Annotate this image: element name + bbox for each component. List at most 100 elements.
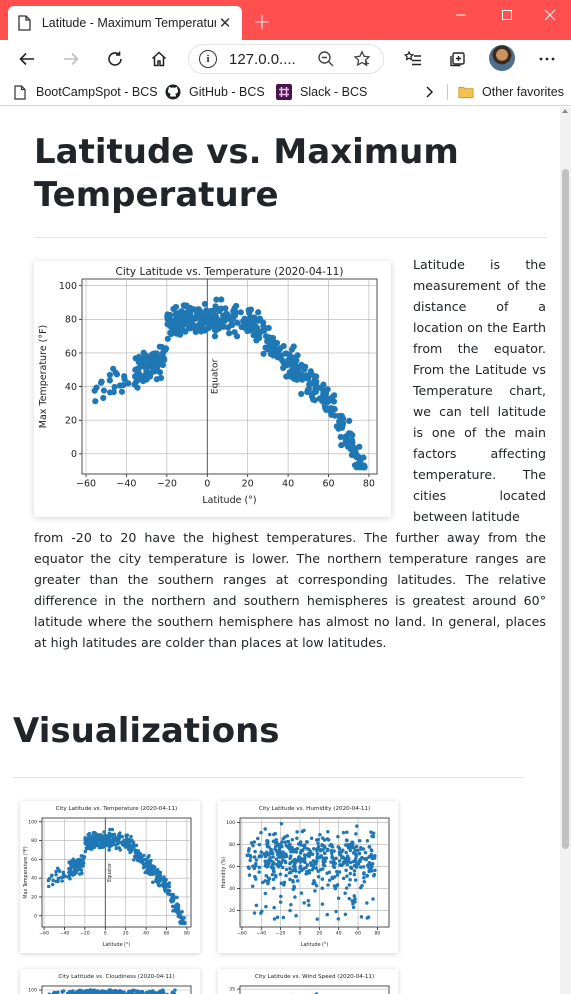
scatter-point — [371, 831, 376, 836]
scatter-point — [159, 361, 167, 369]
scroll-up-icon[interactable] — [562, 109, 568, 113]
scatter-point — [187, 310, 194, 317]
close-window-icon[interactable] — [527, 0, 571, 30]
y-tick-label: 100 — [226, 820, 235, 826]
scatter-point — [79, 868, 84, 872]
scatter-point — [268, 851, 273, 856]
scatter-point — [288, 846, 292, 850]
scatter-point — [338, 852, 342, 857]
scatter-point — [359, 847, 363, 851]
scatter-point — [92, 989, 97, 994]
zoom-out-icon[interactable] — [317, 50, 335, 72]
scatter-point — [298, 860, 303, 864]
scatter-point — [360, 883, 364, 888]
chart-title: City Latitude vs. Temperature (2020-04-1… — [116, 266, 344, 278]
y-axis-label: Humidity (%) — [221, 857, 227, 889]
scatter-point — [271, 866, 276, 871]
favorites-separator — [447, 84, 448, 100]
humidity-thumbnail[interactable]: City Latitude vs. Humidity (2020-04-11) −… — [218, 801, 398, 953]
browser-tab[interactable]: Latitude - Maximum Temperature ✕ — [8, 6, 242, 40]
forward-arrow-icon[interactable] — [56, 44, 86, 74]
profile-avatar[interactable] — [489, 45, 515, 71]
collections-icon[interactable] — [442, 44, 472, 74]
scatter-point — [314, 884, 319, 888]
scatter-point — [170, 895, 174, 900]
scatter-point — [294, 352, 301, 359]
scatter-point — [274, 874, 278, 879]
bookmark-slack[interactable]: Slack - BCS — [276, 82, 367, 102]
scatter-point — [193, 325, 201, 332]
scatter-point — [289, 903, 293, 907]
home-icon[interactable] — [144, 44, 174, 74]
scatter-point — [94, 835, 99, 840]
scatter-point — [298, 864, 303, 868]
scatter-point — [170, 892, 174, 897]
scatter-point — [265, 844, 270, 849]
scatter-point — [322, 838, 327, 842]
scatter-point — [319, 854, 323, 858]
scatter-point — [158, 874, 162, 878]
scatter-point — [320, 877, 325, 881]
scatter-point — [246, 309, 253, 317]
add-favorite-star-icon[interactable] — [353, 50, 371, 72]
y-tick-label: 20 — [229, 908, 235, 914]
scatter-point — [369, 849, 374, 853]
scrollbar-thumb[interactable] — [562, 169, 569, 849]
x-axis-label: Latitude (°) — [103, 942, 131, 948]
scatter-point — [56, 876, 61, 881]
site-info-icon[interactable]: i — [199, 50, 217, 68]
scatter-point — [310, 868, 315, 872]
scatter-point — [336, 412, 343, 420]
y-tick-label: 40 — [31, 876, 37, 882]
scatter-point — [259, 854, 264, 859]
scatter-point — [237, 309, 244, 316]
favorites-list-icon[interactable] — [398, 44, 428, 74]
scatter-point — [177, 912, 182, 916]
cloudiness-thumbnail[interactable]: City Latitude vs. Cloudiness (2020-04-11… — [20, 969, 200, 994]
scatter-point — [84, 836, 89, 840]
back-arrow-icon[interactable] — [12, 44, 42, 74]
scatter-point — [211, 333, 219, 340]
scatter-point — [182, 916, 186, 920]
scatter-point — [127, 839, 132, 843]
scatter-point — [293, 895, 297, 899]
close-tab-icon[interactable]: ✕ — [218, 14, 232, 32]
scatter-point — [311, 397, 318, 404]
wind-speed-thumbnail[interactable]: City Latitude vs. Wind Speed (2020-04-11… — [218, 969, 398, 994]
scatter-point — [248, 855, 253, 859]
chevron-right-icon[interactable] — [424, 82, 434, 102]
scatter-point — [369, 830, 373, 834]
scatter-point — [54, 869, 58, 874]
scatter-point — [158, 877, 162, 881]
scatter-point — [365, 901, 369, 905]
address-bar[interactable]: i 127.0.0.... — [188, 44, 384, 74]
scatter-point — [215, 317, 222, 324]
scatter-point — [111, 383, 118, 391]
refresh-icon[interactable] — [100, 44, 130, 74]
scatter-point — [307, 380, 314, 387]
scatter-point — [213, 296, 220, 303]
scatter-point — [291, 880, 295, 884]
wind-thumb-chart: City Latitude vs. Wind Speed (2020-04-11… — [229, 974, 390, 994]
minimize-icon[interactable] — [438, 0, 484, 30]
scatter-point — [135, 375, 142, 382]
temperature-thumbnail[interactable]: City Latitude vs. Temperature (2020-04-1… — [20, 801, 200, 953]
more-options-icon[interactable] — [532, 44, 562, 74]
scatter-point — [121, 373, 128, 380]
scatter-point — [339, 850, 344, 854]
bookmark-github[interactable]: GitHub - BCS — [165, 82, 265, 102]
new-tab-button[interactable]: + — [252, 9, 272, 35]
other-favorites[interactable]: Other favorites — [458, 82, 564, 102]
scatter-point — [228, 322, 236, 329]
scatter-point — [348, 877, 352, 882]
maximize-icon[interactable] — [484, 0, 530, 30]
scatter-point — [369, 869, 374, 873]
scatter-point — [327, 870, 332, 874]
bookmark-bootcampspot[interactable]: BootCampSpot - BCS — [12, 82, 158, 102]
y-tick-label: 0 — [34, 913, 37, 919]
scatter-point — [354, 854, 358, 858]
scatter-point — [118, 840, 123, 845]
scatter-point — [110, 827, 115, 832]
scatter-point — [148, 865, 152, 870]
page-scrollbar[interactable] — [560, 107, 571, 994]
